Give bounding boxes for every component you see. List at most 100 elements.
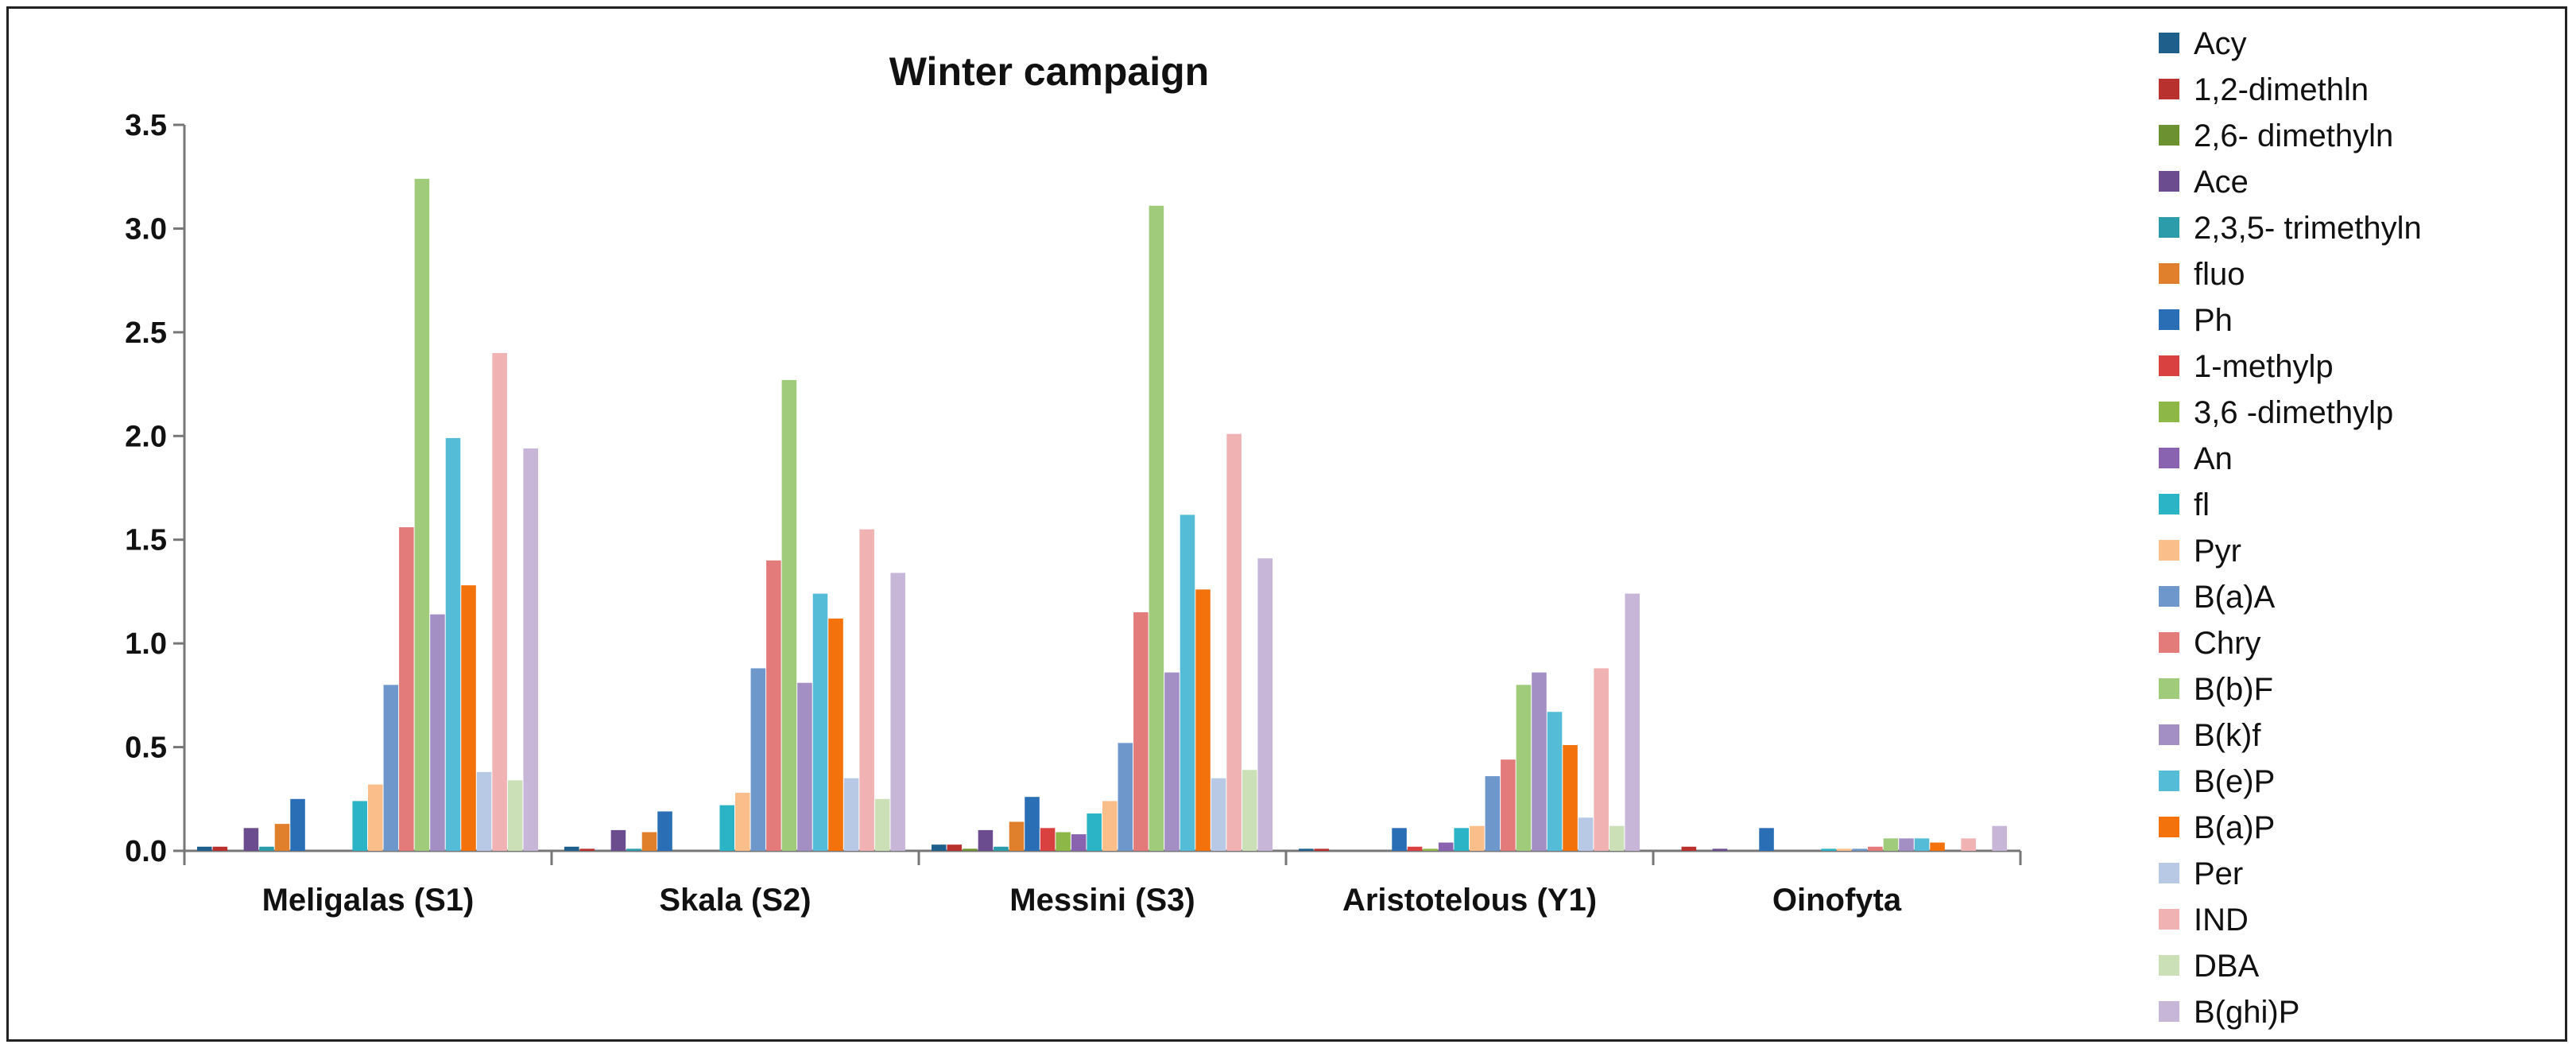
- bar: [507, 780, 523, 851]
- bar: [1195, 589, 1211, 851]
- legend-swatch: [2159, 724, 2179, 745]
- legend-label: IND: [2194, 903, 2249, 938]
- bar: [1438, 842, 1454, 851]
- legend-label: 1-methylp: [2194, 349, 2334, 384]
- legend-swatch: [2159, 217, 2179, 238]
- bar: [1407, 846, 1423, 851]
- legend-swatch: [2159, 586, 2179, 607]
- legend-swatch: [2159, 632, 2179, 653]
- y-tick-label: 0.5: [125, 732, 167, 765]
- bar: [766, 560, 781, 851]
- bar: [1547, 712, 1563, 851]
- bar: [1423, 848, 1438, 851]
- legend-swatch: [2159, 309, 2179, 330]
- bar: [523, 448, 538, 851]
- bars: [197, 178, 2007, 852]
- legend-swatch: [2159, 494, 2179, 514]
- legend-label: fl: [2194, 487, 2210, 522]
- y-tick-label: 0.0: [125, 835, 167, 868]
- bar: [1314, 848, 1330, 851]
- legend-swatch: [2159, 863, 2179, 883]
- legend-swatch: [2159, 402, 2179, 422]
- bar: [1470, 825, 1485, 851]
- chart-frame: [6, 6, 2567, 1042]
- bar: [797, 682, 812, 851]
- y-tick-label: 1.0: [125, 627, 167, 661]
- legend-swatch: [2159, 171, 2179, 192]
- bar: [368, 784, 383, 851]
- bar: [1226, 433, 1242, 851]
- legend-swatch: [2159, 355, 2179, 376]
- bar: [1681, 846, 1697, 851]
- x-tick-label: Aristotelous (Y1): [1342, 883, 1597, 918]
- bar: [1485, 776, 1501, 851]
- bar: [290, 798, 305, 851]
- legend-label: Ace: [2194, 165, 2249, 200]
- bar: [890, 573, 905, 851]
- bar: [1118, 743, 1133, 851]
- bar: [399, 527, 414, 851]
- bar: [994, 846, 1009, 851]
- bar: [1625, 593, 1640, 851]
- bar: [1087, 813, 1102, 851]
- legend-swatch: [2159, 909, 2179, 930]
- legend-label: B(ghi)P: [2194, 995, 2299, 1030]
- legend-swatch: [2159, 263, 2179, 284]
- bar: [1071, 834, 1087, 851]
- y-axis: 0.0 0.5 1.0 1.5 2.0 2.5 3.0 3.5: [125, 109, 186, 868]
- bar: [1149, 205, 1164, 852]
- bar: [1821, 848, 1836, 851]
- legend-swatch: [2159, 33, 2179, 53]
- bar: [1868, 846, 1883, 851]
- legend-label: DBA: [2194, 949, 2260, 984]
- bar: [1578, 817, 1594, 851]
- bar: [750, 668, 766, 851]
- legend-label: Acy: [2194, 26, 2247, 61]
- legend-label: B(b)F: [2194, 672, 2273, 707]
- bar: [579, 848, 595, 851]
- bar: [352, 801, 367, 851]
- bar: [610, 829, 626, 851]
- bar: [430, 614, 445, 851]
- bar: [932, 844, 947, 851]
- bar: [212, 846, 228, 851]
- bar: [1516, 685, 1532, 851]
- bar: [812, 593, 828, 851]
- legend-label: Ph: [2194, 303, 2233, 338]
- bar: [274, 824, 290, 851]
- bar: [1563, 744, 1578, 851]
- bar: [641, 832, 657, 851]
- bar: [1056, 832, 1071, 851]
- bar: [414, 178, 430, 851]
- bar: [1009, 821, 1025, 851]
- legend-swatch: [2159, 817, 2179, 837]
- bar: [1133, 612, 1149, 851]
- legend-swatch: [2159, 1001, 2179, 1022]
- bar: [626, 848, 641, 851]
- bar: [461, 585, 476, 851]
- legend-label: B(a)P: [2194, 810, 2275, 845]
- bar: [1242, 770, 1257, 851]
- bar: [1180, 514, 1195, 851]
- x-tick-label: Oinofyta: [1772, 883, 1902, 918]
- bar: [476, 771, 492, 851]
- x-axis: Meligalas (S1) Skala (S2) Messini (S3) Aris…: [183, 849, 2022, 918]
- bar: [828, 618, 843, 851]
- y-tick-label: 3.0: [125, 212, 167, 246]
- y-tick-label: 2.5: [125, 316, 167, 350]
- y-tick-label: 2.0: [125, 420, 167, 453]
- legend-label: Per: [2194, 856, 2243, 891]
- y-tick-label: 3.5: [125, 109, 167, 142]
- legend-swatch: [2159, 771, 2179, 791]
- bar: [978, 829, 994, 851]
- bar: [1532, 672, 1547, 851]
- bar: [735, 792, 750, 851]
- bar: [874, 798, 890, 851]
- bar: [1712, 848, 1728, 851]
- legend-swatch: [2159, 955, 2179, 976]
- x-tick-label: Meligalas (S1): [262, 883, 475, 918]
- bar: [963, 848, 978, 851]
- bar: [1164, 672, 1180, 851]
- legend-swatch: [2159, 540, 2179, 561]
